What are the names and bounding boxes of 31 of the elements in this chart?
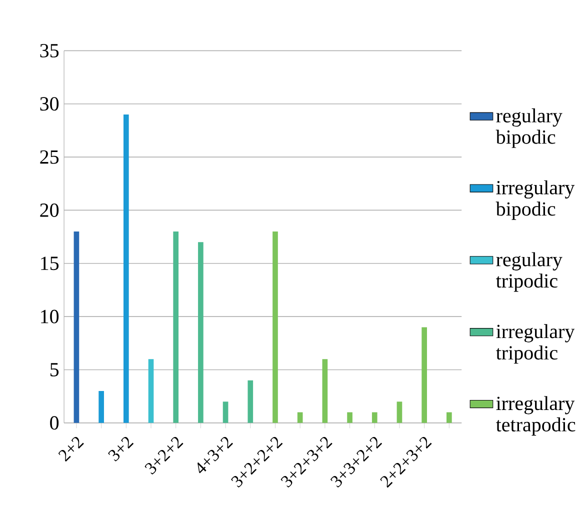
bar: [347, 412, 352, 424]
bar: [396, 402, 402, 424]
bar: [297, 412, 303, 424]
y-tick-label: 5: [50, 363, 59, 377]
bar: [222, 402, 228, 424]
y-tick-label: 15: [41, 256, 59, 270]
bar: [173, 232, 179, 424]
legend-label: irregulary tetrapodic: [496, 396, 576, 436]
bar: [446, 412, 452, 424]
y-tick-label: 35: [40, 44, 59, 58]
bar: [272, 232, 278, 424]
y-tick-label: 25: [40, 150, 59, 164]
bar: [198, 242, 204, 424]
bar: [422, 327, 427, 424]
bar: [322, 359, 328, 424]
legend-label: regulary tripodic: [496, 252, 562, 292]
y-tick-label: 30: [40, 97, 59, 111]
bar: [248, 380, 254, 424]
y-tick-label: 20: [40, 204, 59, 218]
bar: [98, 391, 104, 424]
legend-label: irregulary tripodic: [496, 324, 575, 364]
x-tick-label: 3+2: [108, 437, 134, 462]
x-tick-label: 2+2: [58, 437, 84, 462]
bar: [74, 232, 80, 424]
bar: [372, 412, 378, 424]
y-tick-label: 10: [41, 310, 59, 324]
legend-label: regulary bipodic: [496, 108, 562, 148]
bar: [148, 359, 154, 424]
bar: [123, 114, 129, 424]
y-tick-label: 0: [50, 416, 59, 430]
legend-label: irregulary bipodic: [496, 180, 575, 220]
